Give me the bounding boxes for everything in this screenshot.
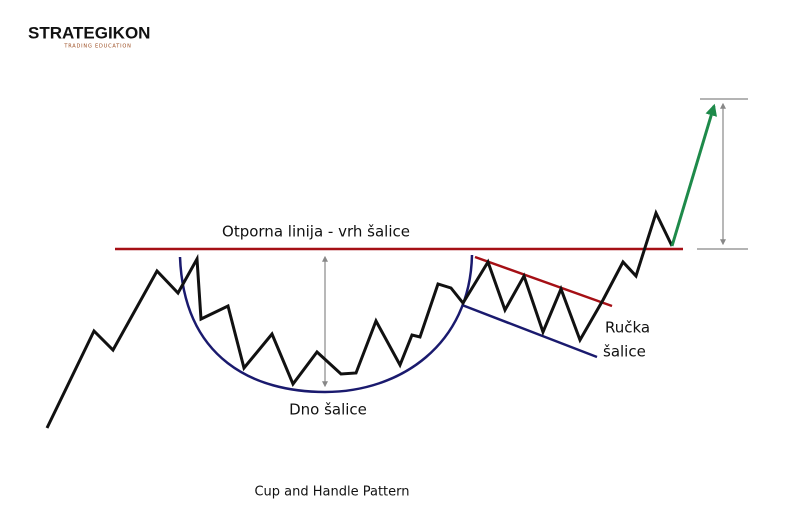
caption: Cup and Handle Pattern: [254, 485, 409, 500]
handle-top-line: [474, 255, 613, 308]
price-line: [45, 208, 674, 429]
cup-curve: [178, 254, 474, 394]
bottom-label: Dno šalice: [289, 401, 367, 419]
breakout-arrow: [670, 103, 717, 247]
resistance-label: Otporna linija - vrh šalice: [222, 223, 410, 241]
handle-label-1: Ručka: [605, 319, 650, 337]
logo-tagline: TRADING EDUCATION: [63, 44, 131, 50]
handle-bottom-line: [461, 303, 598, 359]
handle-label-2: šalice: [603, 343, 646, 361]
logo-name: STRATEGIKON: [28, 23, 150, 42]
